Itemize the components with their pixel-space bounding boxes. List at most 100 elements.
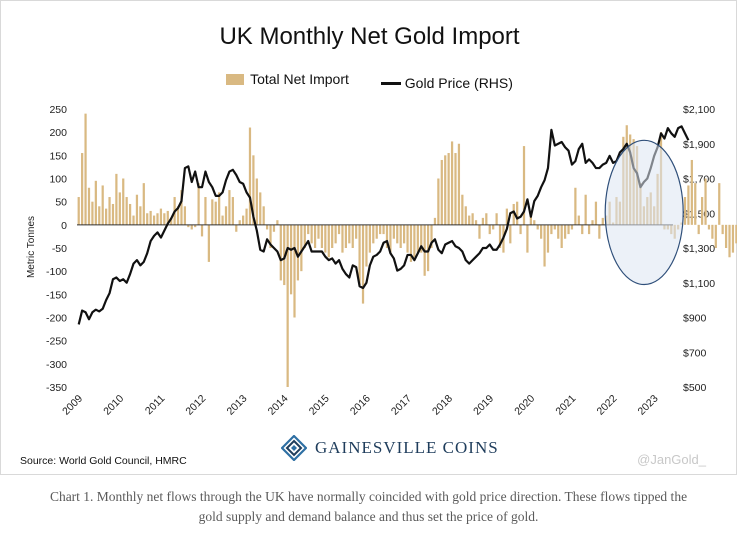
- x-tick-label: 2017: [389, 393, 414, 418]
- net-import-bar: [471, 213, 474, 225]
- net-import-bar: [166, 210, 169, 225]
- net-import-bar: [276, 220, 279, 225]
- left-axis-ticks: 250 200 150 100 50 0 -50 -100 -150 -200 -250 -300 -3…: [46, 104, 67, 394]
- net-import-bar: [187, 224, 190, 228]
- left-tick-label: 150: [49, 150, 67, 162]
- net-import-bar: [265, 224, 269, 230]
- net-import-bar: [194, 224, 197, 228]
- net-import-bar: [447, 153, 450, 225]
- right-axis-ticks: $2,100$1,900$1,700$1,500$1,300$1,100$900…: [683, 104, 715, 394]
- net-import-bar: [553, 224, 556, 230]
- net-import-bar: [707, 224, 711, 230]
- net-import-bar: [331, 224, 334, 248]
- watermark: @JanGold_: [637, 452, 706, 467]
- x-tick-label: 2019: [471, 393, 496, 418]
- net-import-bar: [87, 187, 91, 225]
- net-import-bar: [430, 224, 433, 248]
- net-import-bar: [183, 206, 187, 225]
- left-tick-label: -200: [46, 313, 67, 325]
- legend-item-gold-price: Gold Price (RHS): [380, 75, 513, 91]
- net-import-bar: [697, 224, 700, 235]
- source-note: Source: World Gold Council, HMRC: [20, 455, 187, 467]
- net-import-bar: [245, 208, 248, 225]
- net-import-bar: [375, 224, 378, 239]
- net-import-bar: [735, 224, 737, 244]
- net-import-bar: [170, 217, 173, 225]
- x-tick-label: 2013: [225, 393, 250, 418]
- net-import-bar: [687, 185, 690, 225]
- legend-item-net-import: Total Net Import: [226, 71, 349, 87]
- left-tick-label: 0: [61, 220, 67, 232]
- net-import-bar: [731, 224, 735, 253]
- left-tick-label: -50: [52, 243, 67, 255]
- legend-swatch-bar: [226, 73, 245, 85]
- net-import-bar: [409, 224, 413, 262]
- net-import-bar: [481, 217, 485, 225]
- net-import-bar: [341, 224, 344, 253]
- net-import-bar: [385, 224, 389, 248]
- net-import-bar: [413, 224, 416, 258]
- net-import-bar: [300, 224, 303, 272]
- net-import-bar: [190, 224, 193, 230]
- net-import-bar: [259, 192, 262, 225]
- net-import-bar: [269, 224, 272, 248]
- right-tick-label: $1,900: [683, 139, 715, 151]
- x-tick-label: 2020: [512, 393, 537, 418]
- net-import-bar: [389, 224, 392, 253]
- net-import-bar: [252, 155, 255, 225]
- net-import-bar: [84, 113, 87, 225]
- net-import-bar: [546, 224, 550, 253]
- net-import-bar: [98, 206, 101, 225]
- net-import-bar: [115, 173, 118, 225]
- chart-title: UK Monthly Net Gold Import: [219, 23, 520, 50]
- net-import-bar: [159, 208, 163, 225]
- net-import-bar: [152, 215, 156, 225]
- left-tick-label: -100: [46, 266, 67, 278]
- net-import-bar: [557, 224, 560, 239]
- net-import-bar: [416, 224, 419, 253]
- net-import-bar: [591, 220, 594, 225]
- net-import-bar: [296, 224, 300, 281]
- right-tick-label: $1,300: [683, 243, 715, 255]
- right-tick-label: $1,700: [683, 174, 715, 186]
- net-import-bar: [279, 224, 282, 281]
- net-import-bar: [399, 224, 402, 248]
- net-import-bar: [327, 224, 330, 258]
- gainesville-coins-logo: GAINESVILLE COINS: [281, 435, 499, 461]
- left-tick-label: -300: [46, 359, 67, 371]
- net-import-bar: [574, 187, 577, 225]
- net-import-bar: [711, 224, 714, 239]
- net-import-bar: [313, 224, 317, 248]
- net-import-bar: [293, 224, 296, 318]
- net-import-bar: [690, 159, 693, 225]
- net-import-bar: [351, 224, 354, 248]
- net-import-bar: [272, 224, 276, 232]
- net-import-bar: [563, 224, 567, 239]
- net-import-bar: [289, 224, 293, 295]
- net-import-bar: [718, 183, 721, 225]
- x-tick-label: 2022: [594, 393, 619, 418]
- x-tick-label: 2015: [307, 393, 332, 418]
- net-import-bar: [320, 224, 324, 248]
- net-import-bar: [200, 224, 204, 237]
- net-import-bar: [533, 220, 536, 225]
- gc-emblem-icon: [281, 435, 307, 461]
- net-import-bar: [77, 197, 80, 225]
- left-tick-label: -350: [46, 382, 67, 394]
- net-import-bar: [694, 183, 697, 225]
- chart-legend: Total Net Import Gold Price (RHS): [1, 71, 737, 91]
- net-import-bar: [365, 224, 368, 267]
- net-import-bar: [180, 190, 183, 225]
- net-import-bar: [529, 215, 532, 225]
- net-import-bar: [379, 224, 382, 235]
- net-import-bar: [221, 215, 224, 225]
- net-import-bar: [231, 197, 234, 225]
- net-import-bar: [262, 206, 265, 225]
- figure-caption: Chart 1. Monthly net flows through the U…: [49, 489, 688, 524]
- net-import-bar: [139, 206, 142, 225]
- net-import-bar: [498, 224, 502, 248]
- right-tick-label: $2,100: [683, 104, 715, 116]
- x-tick-label: 2010: [101, 393, 126, 418]
- net-import-bar: [348, 224, 351, 244]
- net-import-bar: [372, 224, 375, 244]
